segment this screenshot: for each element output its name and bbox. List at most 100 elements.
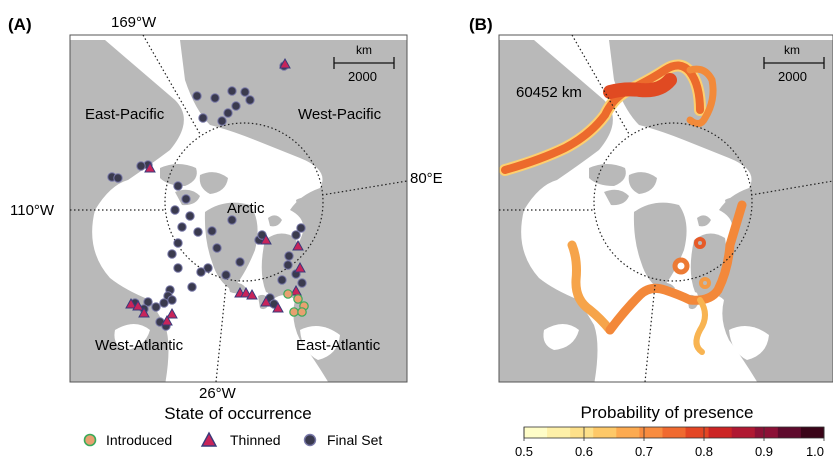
colorbar-cell [593,427,617,438]
thinned-point [279,57,291,69]
final-set-point [227,215,237,225]
region-arctic: Arctic [227,200,265,217]
meridian-label-110w: 110°W [10,202,55,219]
final-set-point [173,263,183,273]
colorbar-tick-label: 0.5 [515,444,533,459]
final-set-point [283,260,293,270]
thinned-point [294,261,306,273]
region-east-atlantic: East-Atlantic [296,337,381,354]
thinned-point [240,286,252,298]
colorbar-cell [731,427,756,438]
colorbar-cell [708,427,733,438]
final-set-point [113,173,123,183]
colorbar-cell [685,427,710,438]
final-set-point [217,116,227,126]
introduced-point [293,294,303,304]
final-set-point [221,270,231,280]
final-set-point [187,282,197,292]
final-set-point [297,278,307,288]
legend-final-set-label: Final Set [327,432,382,448]
panel-b-map: (B) 60452 km km 2000 [469,15,833,383]
introduced-point [289,307,299,317]
final-set-point [151,302,161,312]
prob-spot-scandinavia [699,277,711,289]
colorbar-cell [639,427,663,438]
final-set-point [223,108,233,118]
thinned-point [272,301,284,313]
thinned-point [138,306,150,318]
panel-a-frame [69,34,408,383]
final-set-point [212,243,222,253]
final-set-point [136,161,146,171]
thinned-point [144,161,156,173]
final-set-point [170,205,180,215]
legend-a: State of occurrence Introduced Thinned F… [83,404,382,448]
final-set-point [159,298,169,308]
scale-bar-b-value: 2000 [778,69,807,84]
region-east-pacific: East-Pacific [85,106,165,123]
introduced-points [283,289,309,317]
final-set-point [198,113,208,123]
colorbar-cell [754,427,779,438]
legend-thinned-icon [200,431,218,447]
legend-a-title: State of occurrence [164,404,311,423]
thinned-point [260,295,272,307]
thinned-points [125,57,306,326]
final-set-point [227,86,237,96]
thinned-point [161,314,173,326]
final-set-point [143,297,153,307]
final-set-point [207,226,217,236]
colorbar-cell [570,427,594,438]
introduced-point [283,289,293,299]
final-set-point [193,227,203,237]
final-set-point [192,91,202,101]
distance-label: 60452 km [516,84,582,101]
colorbar-cell [662,427,686,438]
final-set-point [291,230,301,240]
final-set-point [296,223,306,233]
introduced-point [297,307,307,317]
panel-b-frame [498,34,833,383]
panel-a-meridians [70,34,408,383]
panel-a-arctic-circle [164,122,324,282]
panel-a-scale-bar: km 2000 [333,43,395,84]
panel-b-arctic-circle [593,122,753,282]
colorbar-cell [524,427,548,438]
final-set-point [231,101,241,111]
thinned-point [246,288,258,300]
thinned-point [166,307,178,319]
panel-b-scale-bar: km 2000 [763,43,825,84]
thinned-point [132,299,144,311]
final-set-point [177,222,187,232]
prob-line-atlantic-e [605,200,747,335]
colorbar-tick-label: 1.0 [806,444,824,459]
meridian-label-26w: 26°W [199,385,237,402]
colorbar-cell [547,427,571,438]
panel-b-meridians [499,34,833,383]
colorbar-tick-label: 0.7 [635,444,653,459]
probability-coastlines [499,59,747,355]
final-set-point [277,275,287,285]
scale-bar-value: 2000 [348,69,377,84]
colorbar-tick-label: 0.8 [695,444,713,459]
scale-bar-b-unit: km [784,43,800,57]
region-west-atlantic: West-Atlantic [95,337,184,354]
colorbar-tick-label: 0.6 [575,444,593,459]
colorbar-cell [616,427,640,438]
colorbar-b: Probability of presence 0.5 0.6 0.7 0.8 0.9 1… [515,403,825,459]
final-set-point [284,251,294,261]
thinned-point [125,297,137,309]
final-set-point [240,87,250,97]
panel-a-label: (A) [8,15,32,34]
meridian-label-80e: 80°E [410,170,443,187]
legend-introduced-icon [83,433,97,447]
final-set-point [185,211,195,221]
prob-spot-svalbard [694,237,706,249]
colorbar-tick-label: 0.9 [755,444,773,459]
final-set-point [167,249,177,259]
colorbar-cell [800,427,825,438]
region-west-pacific: West-Pacific [298,106,382,123]
final-set-point [173,181,183,191]
thinned-point [260,233,272,245]
